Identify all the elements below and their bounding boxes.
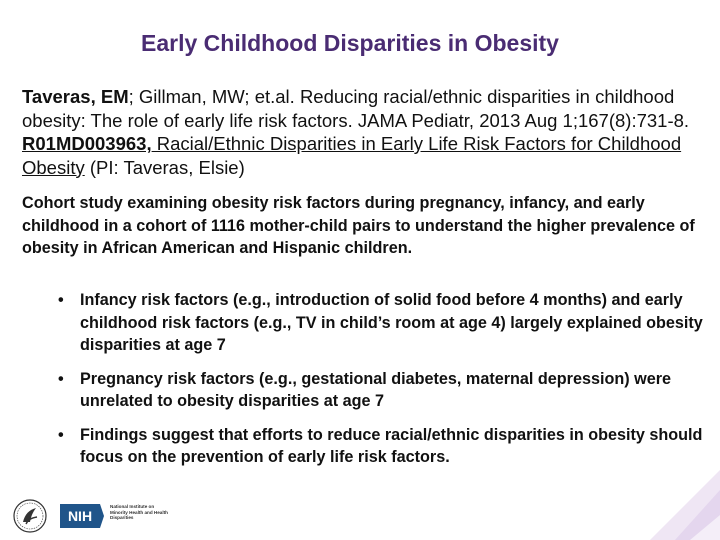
- citation-reference: ; Gillman, MW; et.al. Reducing racial/et…: [22, 86, 690, 131]
- institute-name: National Institute on Minority Health an…: [110, 504, 168, 520]
- footer-logos: NIH National Institute on Minority Healt…: [10, 496, 180, 536]
- grant-title: Racial/Ethnic Disparities in Early Life …: [22, 133, 682, 178]
- bullet-text: Pregnancy risk factors (e.g., gestationa…: [80, 369, 672, 411]
- corner-decoration: [650, 470, 720, 540]
- bullet-icon: •: [58, 369, 64, 388]
- slide-title: Early Childhood Disparities in Obesity: [141, 30, 559, 56]
- study-summary: Cohort study examining obesity risk fact…: [22, 194, 695, 257]
- hhs-seal-icon: [13, 499, 47, 533]
- bullet-icon: •: [58, 425, 64, 444]
- list-item: • Infancy risk factors (e.g., introductio…: [58, 289, 708, 357]
- bullet-text: Infancy risk factors (e.g., introduction…: [80, 291, 703, 354]
- findings-list: • Infancy risk factors (e.g., introductio…: [58, 289, 708, 480]
- bullet-icon: •: [58, 291, 64, 309]
- list-item: • Pregnancy risk factors (e.g., gestation…: [58, 368, 708, 413]
- citation-lead-author: Taveras, EM: [22, 86, 129, 107]
- nih-logo: NIH: [60, 504, 104, 528]
- principal-investigator: (PI: Taveras, Elsie): [84, 156, 245, 178]
- nih-label: NIH: [68, 508, 92, 524]
- bullet-text: Findings suggest that efforts to reduce …: [80, 425, 703, 467]
- citation: Taveras, EM; Gillman, MW; et.al. Reducin…: [22, 85, 712, 179]
- grant-number: R01MD003963,: [22, 133, 152, 154]
- list-item: • Findings suggest that efforts to reduce…: [58, 424, 708, 469]
